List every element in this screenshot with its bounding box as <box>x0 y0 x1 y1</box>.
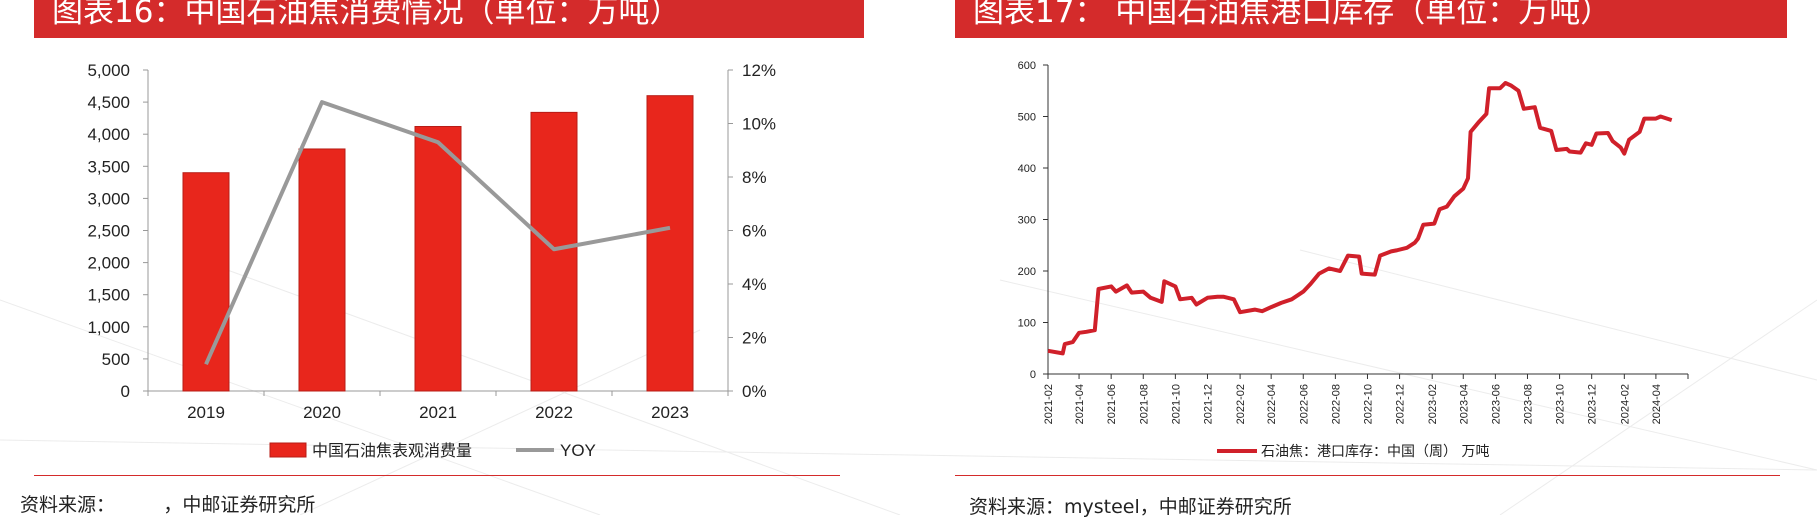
y-tick-label: 300 <box>1018 215 1036 227</box>
left-tick-label: 5,000 <box>87 61 130 80</box>
inventory-line <box>1048 83 1672 353</box>
x-tick-label: 2022-08 <box>1330 384 1342 424</box>
right-tick-label: 0% <box>742 382 767 401</box>
legend-label: 石油焦：港口库存：中国（周） 万吨 <box>1261 444 1489 460</box>
y-tick-label: 100 <box>1018 318 1036 330</box>
left-tick-label: 1,000 <box>87 318 130 337</box>
x-tick-label: 2021-10 <box>1170 384 1182 424</box>
x-tick-label: 2021-12 <box>1202 384 1214 424</box>
bar <box>183 173 229 391</box>
legend-label: YOY <box>560 441 596 460</box>
y-tick-label: 500 <box>1018 112 1036 124</box>
left-tick-label: 2,000 <box>87 254 130 273</box>
inventory-chart: 0 100 200 300 400 500 600 2021-02 2021-04 2021-06… <box>955 0 1787 470</box>
bar <box>647 96 693 391</box>
x-tick-label: 2023-04 <box>1458 384 1470 424</box>
right-tick-label: 6% <box>742 222 767 241</box>
x-tick-label: 2023-10 <box>1555 384 1567 424</box>
x-tick-label: 2023-02 <box>1427 384 1439 424</box>
source-note: 资料来源： ，中邮证券研究所 <box>20 490 315 517</box>
x-tick-label: 2022-04 <box>1266 384 1278 424</box>
bar <box>415 126 461 391</box>
bar <box>531 112 577 391</box>
right-tick-label: 2% <box>742 329 767 348</box>
y-tick-label: 600 <box>1018 60 1036 72</box>
bar <box>299 149 345 391</box>
x-tick-label: 2023 <box>651 403 689 422</box>
x-tick-label: 2024-04 <box>1651 384 1663 424</box>
x-tick-label: 2021-08 <box>1138 384 1150 424</box>
left-tick-label: 1,500 <box>87 286 130 305</box>
x-tick-label: 2021-04 <box>1074 384 1086 424</box>
x-tick-label: 2022-12 <box>1395 384 1407 424</box>
x-tick-label: 2022-10 <box>1362 384 1374 424</box>
left-tick-label: 4,000 <box>87 125 130 144</box>
left-tick-label: 4,500 <box>87 93 130 112</box>
x-tick-label: 2021-02 <box>1043 384 1055 424</box>
x-tick-label: 2021-06 <box>1106 384 1118 424</box>
left-tick-label: 2,500 <box>87 222 130 241</box>
right-tick-label: 8% <box>742 168 767 187</box>
y-tick-label: 0 <box>1030 369 1036 381</box>
x-tick-label: 2023-08 <box>1522 384 1534 424</box>
left-tick-label: 500 <box>102 350 130 369</box>
x-tick-label: 2024-02 <box>1619 384 1631 424</box>
x-tick-label: 2023-12 <box>1587 384 1599 424</box>
y-tick-label: 400 <box>1018 163 1036 175</box>
divider-line <box>34 475 840 476</box>
x-tick-label: 2023-06 <box>1490 384 1502 424</box>
x-tick-label: 2022-02 <box>1235 384 1247 424</box>
left-tick-label: 3,500 <box>87 157 130 176</box>
left-tick-label: 0 <box>121 382 130 401</box>
consumption-chart: 0 500 1,000 1,500 2,000 2,500 3,000 3,500 4,000 4… <box>34 0 864 470</box>
right-tick-label: 4% <box>742 275 767 294</box>
y-tick-label: 200 <box>1018 266 1036 278</box>
right-tick-label: 10% <box>742 115 776 134</box>
divider-line <box>955 475 1780 476</box>
legend-label: 中国石油焦表观消费量 <box>312 441 472 460</box>
legend-swatch-bar <box>270 443 306 457</box>
x-tick-label: 2020 <box>303 403 341 422</box>
x-tick-label: 2019 <box>187 403 225 422</box>
right-tick-label: 12% <box>742 61 776 80</box>
left-tick-label: 3,000 <box>87 189 130 208</box>
x-tick-label: 2022-06 <box>1298 384 1310 424</box>
x-tick-label: 2022 <box>535 403 573 422</box>
x-tick-label: 2021 <box>419 403 457 422</box>
